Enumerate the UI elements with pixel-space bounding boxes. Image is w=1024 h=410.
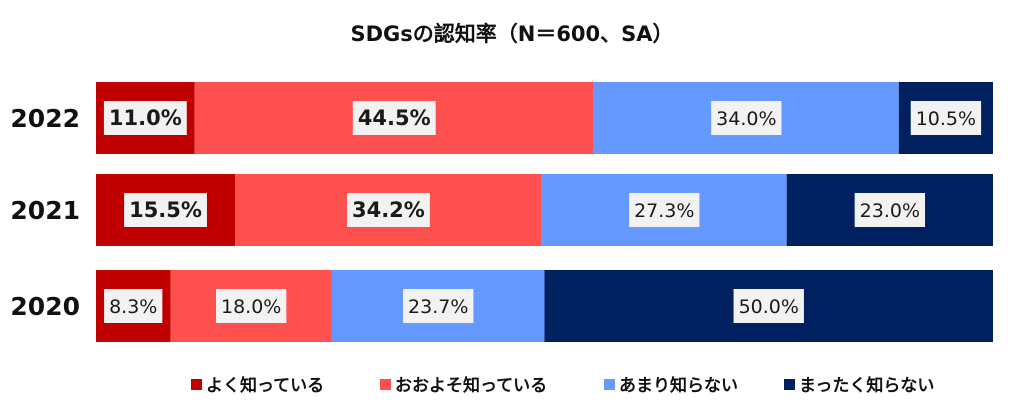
legend-label-3: まったく知らない: [799, 375, 934, 396]
data-label-2022-series-2: 34.0%: [716, 108, 776, 130]
data-label-box: [403, 289, 474, 323]
legend-label-1: おおよそ知っている: [395, 375, 547, 396]
data-label-2022-series-0: 11.0%: [109, 106, 182, 130]
data-label-box: [104, 289, 163, 323]
data-label-2022-series-1: 44.5%: [358, 106, 431, 130]
data-label-2021-series-3: 23.0%: [860, 200, 920, 222]
category-label-2021: 2021: [10, 196, 80, 225]
data-label-box: [629, 193, 700, 227]
bars-group: 2022 11.0% 44.5% 34.0% 10.5% 2021 15.5% 34.2% 27…: [10, 82, 993, 342]
data-label-box: [216, 289, 287, 323]
data-label-box: [103, 101, 187, 135]
legend-label-2: あまり知らない: [619, 375, 738, 396]
legend-swatch-2: [604, 379, 615, 390]
legend-label-0: よく知っている: [206, 375, 324, 396]
chart-title: SDGsの認知率（N＝600、SA）: [350, 22, 673, 46]
data-label-box: [346, 193, 430, 227]
data-label-2020-series-2: 23.7%: [408, 296, 468, 318]
data-label-2020-series-1: 18.0%: [221, 296, 281, 318]
data-label-2020-series-0: 8.3%: [109, 296, 157, 318]
data-label-box: [352, 101, 436, 135]
data-label-box: [910, 101, 982, 135]
data-label-box: [733, 289, 804, 323]
data-label-box: [854, 193, 926, 227]
legend-swatch-3: [784, 379, 795, 390]
legend-swatch-1: [380, 379, 391, 390]
category-label-2020: 2020: [10, 292, 80, 321]
data-label-2021-series-0: 15.5%: [129, 198, 202, 222]
data-label-box: [711, 101, 782, 135]
data-label-2022-series-3: 10.5%: [916, 108, 976, 130]
data-label-2021-series-1: 34.2%: [352, 198, 425, 222]
legend: よく知っている おおよそ知っている あまり知らない まったく知らない: [191, 375, 934, 396]
data-label-box: [124, 193, 207, 227]
data-label-2021-series-2: 27.3%: [634, 200, 694, 222]
category-label-2022: 2022: [10, 104, 80, 133]
legend-swatch-0: [191, 379, 202, 390]
data-label-2020-series-3: 50.0%: [739, 296, 799, 318]
